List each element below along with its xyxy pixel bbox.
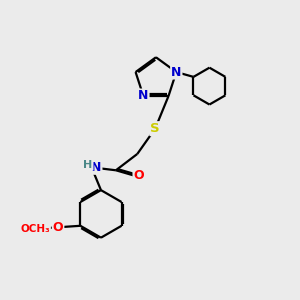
Text: N: N — [138, 89, 148, 103]
Text: O: O — [53, 221, 63, 234]
Text: S: S — [150, 122, 160, 135]
Text: N: N — [91, 161, 101, 174]
Text: H: H — [83, 160, 93, 170]
Text: N: N — [171, 66, 181, 79]
Text: O: O — [134, 169, 144, 182]
Text: OCH₃: OCH₃ — [20, 224, 50, 234]
